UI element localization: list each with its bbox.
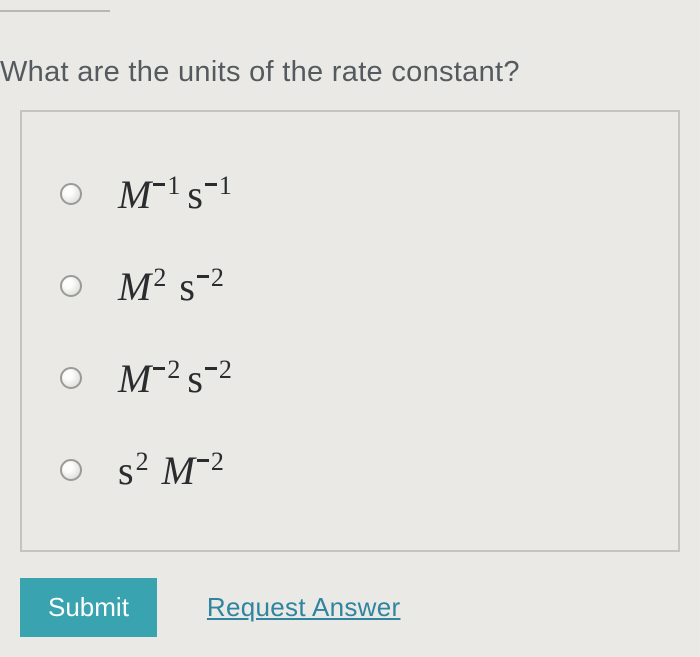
option-4-s-exp: 2 (136, 447, 150, 477)
radio-3[interactable] (60, 367, 82, 389)
option-3[interactable]: M 2 s 2 (60, 332, 678, 424)
option-3-expr: M 2 s 2 (118, 355, 239, 402)
footer: Submit Request Answer (20, 578, 400, 637)
option-1-M: M (118, 171, 151, 218)
option-4-expr: s 2 M 2 (118, 447, 231, 494)
option-4-M-exp: 2 (197, 447, 225, 477)
option-2-s: s (179, 263, 195, 310)
radio-2[interactable] (60, 275, 82, 297)
option-3-s-exp: 2 (205, 355, 233, 385)
option-2-M: M (118, 263, 151, 310)
option-4-M: M (162, 447, 195, 494)
option-1-s-exp: 1 (205, 171, 233, 201)
submit-button[interactable]: Submit (20, 578, 157, 637)
option-2-s-exp: 2 (197, 263, 225, 293)
option-1[interactable]: M 1 s 1 (60, 148, 678, 240)
option-4-s: s (118, 447, 134, 494)
option-2[interactable]: M 2 s 2 (60, 240, 678, 332)
option-1-expr: M 1 s 1 (118, 171, 239, 218)
option-2-M-exp: 2 (153, 263, 167, 293)
request-answer-link[interactable]: Request Answer (207, 592, 401, 623)
question-text: What are the units of the rate constant? (0, 56, 520, 89)
option-1-M-exp: 1 (153, 171, 181, 201)
option-1-s: s (187, 171, 203, 218)
option-3-M-exp: 2 (153, 355, 181, 385)
radio-1[interactable] (60, 183, 82, 205)
options-box: M 1 s 1 M 2 s 2 M 2 s 2 s 2 M (20, 110, 680, 552)
option-2-expr: M 2 s 2 (118, 263, 231, 310)
radio-4[interactable] (60, 459, 82, 481)
option-3-M: M (118, 355, 151, 402)
option-3-s: s (187, 355, 203, 402)
top-rule (0, 10, 110, 12)
option-4[interactable]: s 2 M 2 (60, 424, 678, 516)
